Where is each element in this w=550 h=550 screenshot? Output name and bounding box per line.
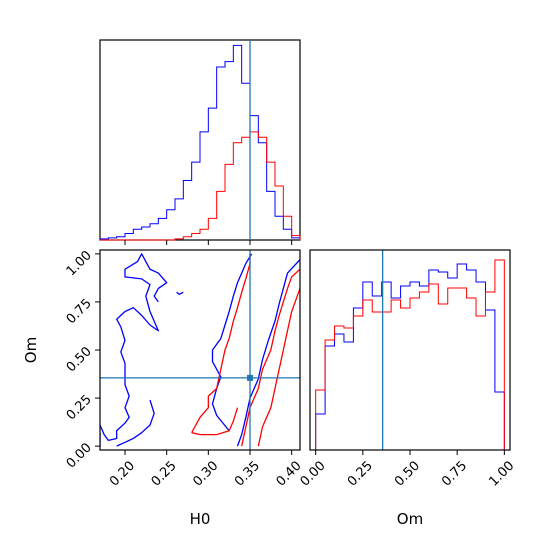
om-x-axis-label: Om [397, 510, 423, 528]
om-histogram-series [315, 259, 505, 450]
om-hist-series-1 [315, 259, 505, 450]
h0-x-tick-label-4: 0.40 [274, 458, 305, 489]
h0-hist-series-1 [100, 131, 301, 241]
om-x-tick-label-4: 1.00 [486, 458, 517, 489]
h0-x-tick-label-1: 0.25 [149, 458, 180, 489]
om-y-tick-label-0: 0.00 [64, 440, 95, 471]
contour-line-6 [191, 253, 251, 433]
om-hist-series-0 [315, 263, 505, 450]
h0-hist-series-0 [99, 44, 301, 240]
contour-line-7 [191, 407, 239, 436]
om-histogram-frame [309, 249, 511, 451]
contour-line-4 [211, 253, 253, 432]
om-y-ticks: 0.00 0.25 0.50 0.75 1.00 [64, 248, 100, 471]
contour-line-9 [257, 288, 300, 447]
contour-lines [100, 253, 300, 447]
h0-histogram-frame [99, 39, 301, 241]
h0-x-tick-label-0: 0.20 [107, 458, 138, 489]
om-y-axis-label: Om [22, 337, 40, 363]
om-histogram-panel: 0.00 0.25 0.50 0.75 1.00 Om [298, 249, 517, 528]
contour-line-0 [100, 253, 168, 442]
h0-axis-label: H0 [190, 510, 211, 528]
contour-frame [99, 249, 301, 451]
h0-x-tick-label-3: 0.35 [232, 458, 263, 489]
om-y-tick-label-2: 0.50 [64, 344, 95, 375]
contour-line-2 [176, 291, 184, 295]
contour-line-8 [241, 268, 300, 447]
om-y-tick-label-1: 0.25 [64, 392, 95, 423]
h0-histogram-ticks [124, 240, 293, 245]
om-x-tick-label-0: 0.00 [298, 458, 329, 489]
h0-histogram-panel [99, 39, 301, 245]
om-x-tick-label-3: 0.75 [439, 458, 470, 489]
om-x-tick-label-2: 0.50 [392, 458, 423, 489]
contour-line-5 [236, 259, 300, 447]
h0-x-ticks: 0.20 0.25 0.30 0.35 0.40 [107, 450, 305, 490]
om-y-tick-label-3: 0.75 [64, 296, 95, 327]
h0-histogram-series [99, 44, 301, 241]
om-x-ticks: 0.00 0.25 0.50 0.75 1.00 [298, 450, 517, 490]
om-y-tick-label-4: 1.00 [64, 248, 95, 279]
h0-om-contour-panel: 0.20 0.25 0.30 0.35 0.40 0.00 0.25 0.50 0.75 1.0… [22, 248, 305, 528]
truth-marker [247, 374, 253, 381]
contour-line-3 [116, 399, 155, 447]
om-x-tick-label-1: 0.25 [345, 458, 376, 489]
h0-x-tick-label-2: 0.30 [190, 458, 221, 489]
